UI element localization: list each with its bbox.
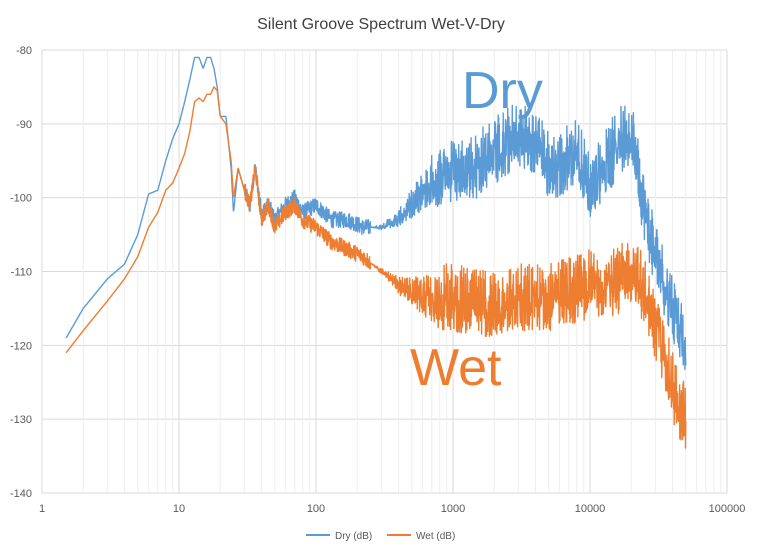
tick-labels: -140 -130 -120 -110 -100 -90 -80 1 10 100 1000 1000… (10, 45, 745, 515)
legend-label: Wet (dB) (416, 531, 455, 542)
annotation-wet: Wet (410, 339, 502, 397)
y-tick-label: -80 (16, 45, 32, 57)
x-tick-label: 100 (307, 503, 325, 515)
x-tick-label: 10000 (575, 503, 606, 515)
y-tick-label: -130 (10, 414, 32, 426)
series-layer (65, 56, 687, 449)
legend-label: Dry (dB) (335, 531, 372, 542)
series-line-dry (65, 56, 687, 371)
chart-title: Silent Groove Spectrum Wet-V-Dry (257, 16, 505, 33)
legend: Dry (dB) Wet (dB) (306, 531, 455, 542)
y-tick-label: -100 (10, 193, 32, 205)
gridlines (41, 49, 728, 494)
annotations: Dry Wet (410, 62, 543, 397)
series-line-wet (65, 86, 687, 449)
y-tick-label: -90 (16, 119, 32, 131)
annotation-dry: Dry (462, 62, 543, 120)
x-tick-label: 100000 (709, 503, 746, 515)
x-tick-label: 1 (39, 503, 45, 515)
x-tick-label: 1000 (441, 503, 465, 515)
x-tick-label: 10 (173, 503, 185, 515)
y-tick-label: -140 (10, 488, 32, 500)
y-tick-label: -110 (11, 267, 32, 279)
y-tick-label: -120 (10, 340, 32, 352)
